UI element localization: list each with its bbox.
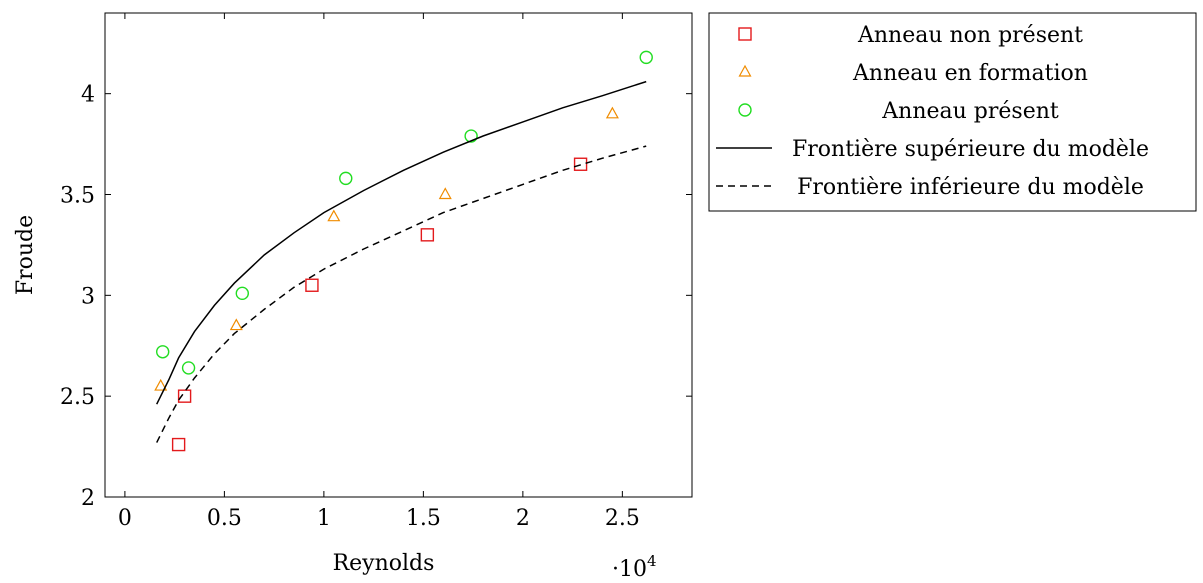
legend-box — [708, 12, 1197, 212]
legend-label: Anneau non présent — [857, 23, 1083, 48]
series-2-point — [181, 361, 196, 375]
series-0-point — [305, 278, 319, 292]
series-0-point — [171, 437, 186, 452]
y-tick-label: 2.5 — [60, 385, 95, 410]
series-0-point — [420, 228, 435, 242]
series-0-point — [177, 389, 192, 403]
legend-marker-symbol — [738, 64, 752, 77]
y-tick-label: 3.5 — [60, 184, 95, 209]
legend-label: Anneau présent — [881, 99, 1059, 124]
x-tick-label: 0.5 — [207, 506, 242, 531]
series-2-point — [639, 50, 653, 65]
x-tick-label: 0 — [118, 506, 132, 531]
series-1-point — [605, 106, 619, 119]
series-1-point — [154, 378, 168, 391]
series-4-line — [156, 145, 647, 443]
x-tick-label: 2.5 — [605, 506, 640, 531]
series-2-point — [235, 286, 249, 301]
series-2-point — [156, 345, 170, 359]
series-0-point — [573, 157, 588, 171]
series-1-point — [438, 187, 452, 200]
x-axis-label: Reynolds — [333, 551, 435, 576]
x-tick-label: 2 — [516, 506, 530, 531]
axes: 0 0.5 1 1.5 2 2.5 2 2.5 3 3.5 4 Reynolds Froude ·104 — [13, 12, 693, 582]
x-tick-label: 1.5 — [406, 506, 441, 531]
y-axis-label: Froude — [13, 215, 38, 295]
legend-label: Frontière supérieure du modèle — [792, 137, 1149, 162]
series-3-line — [156, 80, 647, 405]
plot-frame — [104, 12, 693, 498]
legend-label: Frontière inférieure du modèle — [797, 175, 1144, 200]
y-tick-label: 4 — [81, 83, 95, 108]
x-tick-label: 1 — [317, 506, 331, 531]
x-multiplier: ·104 — [612, 552, 657, 582]
y-tick-label: 2 — [81, 486, 95, 511]
series-1-point — [229, 318, 243, 331]
series-2-point — [339, 171, 353, 186]
legend: Anneau non présent Anneau en formation Ann… — [708, 12, 1197, 212]
series-2-point — [464, 129, 478, 143]
plot-area — [154, 50, 653, 452]
y-tick-label: 3 — [81, 284, 95, 309]
legend-label: Anneau en formation — [852, 61, 1088, 86]
series-1-point — [327, 209, 341, 222]
legend-marker-symbol — [738, 103, 752, 117]
legend-marker-symbol — [738, 27, 752, 41]
